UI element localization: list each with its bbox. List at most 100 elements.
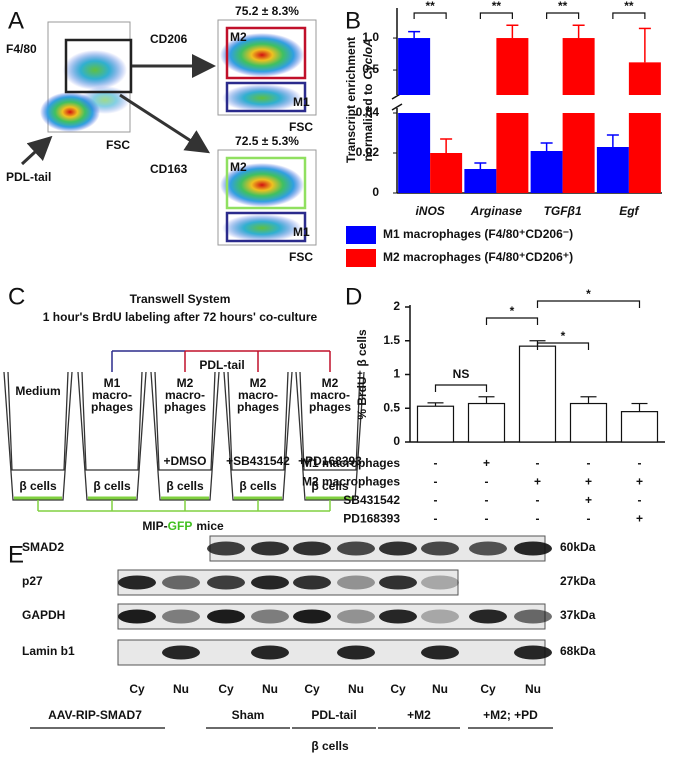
legend-label: M2 macrophages (F4/80⁺CD206⁺) <box>383 250 573 264</box>
cell-density <box>220 163 304 207</box>
bar <box>496 38 529 95</box>
annotation: PDL-tail <box>6 170 51 184</box>
gate-label: M1 <box>293 95 310 109</box>
gate <box>225 211 307 243</box>
significance-bracket <box>612 12 646 19</box>
condition-mark: - <box>434 493 438 507</box>
condition-mark: + <box>483 456 490 470</box>
blot-band <box>251 541 289 556</box>
x-axis-label: FSC <box>289 250 313 264</box>
gate-label: M2 <box>230 30 247 44</box>
arrow <box>20 135 53 166</box>
condition-mark: - <box>434 456 438 470</box>
blot-band <box>421 609 459 624</box>
condition-mark: + <box>636 512 643 526</box>
blot-band <box>207 541 245 556</box>
blot-band <box>293 541 331 556</box>
gate <box>64 38 133 94</box>
row-label: p27 <box>22 574 43 588</box>
percent-label: 72.5 ± 5.3% <box>235 134 299 148</box>
bar <box>518 345 557 443</box>
group-label: Sham <box>232 708 265 722</box>
bar <box>464 169 497 193</box>
condition-mark: + <box>534 475 541 489</box>
insert <box>81 371 143 471</box>
blot-band <box>514 645 552 660</box>
insert-label: phages <box>91 400 133 414</box>
bar <box>467 402 506 443</box>
x-tick-label: Egf <box>619 204 639 218</box>
blot-band <box>514 609 552 624</box>
group-label: +M2; +PD <box>483 708 538 722</box>
significance-bracket <box>479 12 513 19</box>
mouse-label: MIP-GFP mice <box>142 519 224 533</box>
cell-label: β cells <box>166 479 204 493</box>
cell-type-label: β cells <box>311 739 349 753</box>
blot-band <box>379 609 417 624</box>
bar <box>416 405 455 443</box>
blot-band <box>469 609 507 624</box>
cell-density <box>63 50 127 90</box>
insert-label: M2 <box>322 376 339 390</box>
marker-label: CD163 <box>150 162 188 176</box>
y-tick-label: 0.5 <box>362 62 379 76</box>
condition-mark: + <box>585 493 592 507</box>
blot-band <box>162 645 200 660</box>
blot-band <box>162 609 200 624</box>
row-label: GAPDH <box>22 608 65 622</box>
blot-band <box>337 609 375 624</box>
bar <box>398 38 431 95</box>
gate-label: M1 <box>293 225 310 239</box>
lane-label: Nu <box>348 682 364 696</box>
y-axis-label-line: CycloA <box>361 38 375 79</box>
condition-mark: - <box>485 475 489 489</box>
x-tick-label: TGFβ1 <box>544 204 582 218</box>
insert-label: macro- <box>92 388 132 402</box>
insert <box>227 371 289 471</box>
gate <box>225 26 307 80</box>
condition-mark: - <box>638 456 642 470</box>
y-tick-label: 0.04 <box>356 105 380 119</box>
bar <box>430 153 463 193</box>
panel-label: B <box>345 7 361 34</box>
y-axis-label-line: normalized to <box>361 84 375 162</box>
blot-band <box>514 541 552 556</box>
y-tick-label: 0.5 <box>383 400 400 414</box>
lane-label: Nu <box>262 682 278 696</box>
condition-mark: - <box>638 493 642 507</box>
cell-label: β cells <box>239 479 277 493</box>
insert-label: Medium <box>15 384 60 398</box>
condition-label: M1 macrophages <box>302 456 400 470</box>
bar <box>562 38 595 95</box>
size-label: 37kDa <box>560 608 596 622</box>
panel-label: E <box>8 541 24 568</box>
label-bg <box>196 358 248 372</box>
bar <box>569 402 608 443</box>
blot-band <box>379 541 417 556</box>
significance-label: * <box>561 329 566 343</box>
condition-mark: + <box>585 475 592 489</box>
significance-bracket <box>413 12 447 19</box>
treatment-label: +SB431542 <box>226 454 290 468</box>
axis-break <box>391 103 403 111</box>
insert <box>154 371 216 471</box>
diagram-title: Transwell System <box>130 292 231 306</box>
condition-label: SB431542 <box>343 493 400 507</box>
row-label: Lamin b1 <box>22 644 75 658</box>
blot-band <box>207 575 245 590</box>
cell-density <box>222 84 302 112</box>
condition-label: M2 macrophages <box>302 475 400 489</box>
mouse-label-part: MIP- <box>142 519 167 533</box>
insert <box>299 371 361 471</box>
condition-mark: - <box>536 493 540 507</box>
blot-band <box>251 609 289 624</box>
condition-mark: + <box>636 475 643 489</box>
mouse-label-part: GFP <box>168 519 193 533</box>
condition-mark: - <box>434 475 438 489</box>
significance-bracket <box>546 12 580 19</box>
stimulus-label: PDL-tail <box>199 358 244 372</box>
condition-mark: - <box>485 493 489 507</box>
size-label: 68kDa <box>560 644 596 658</box>
x-axis-label: FSC <box>106 138 130 152</box>
